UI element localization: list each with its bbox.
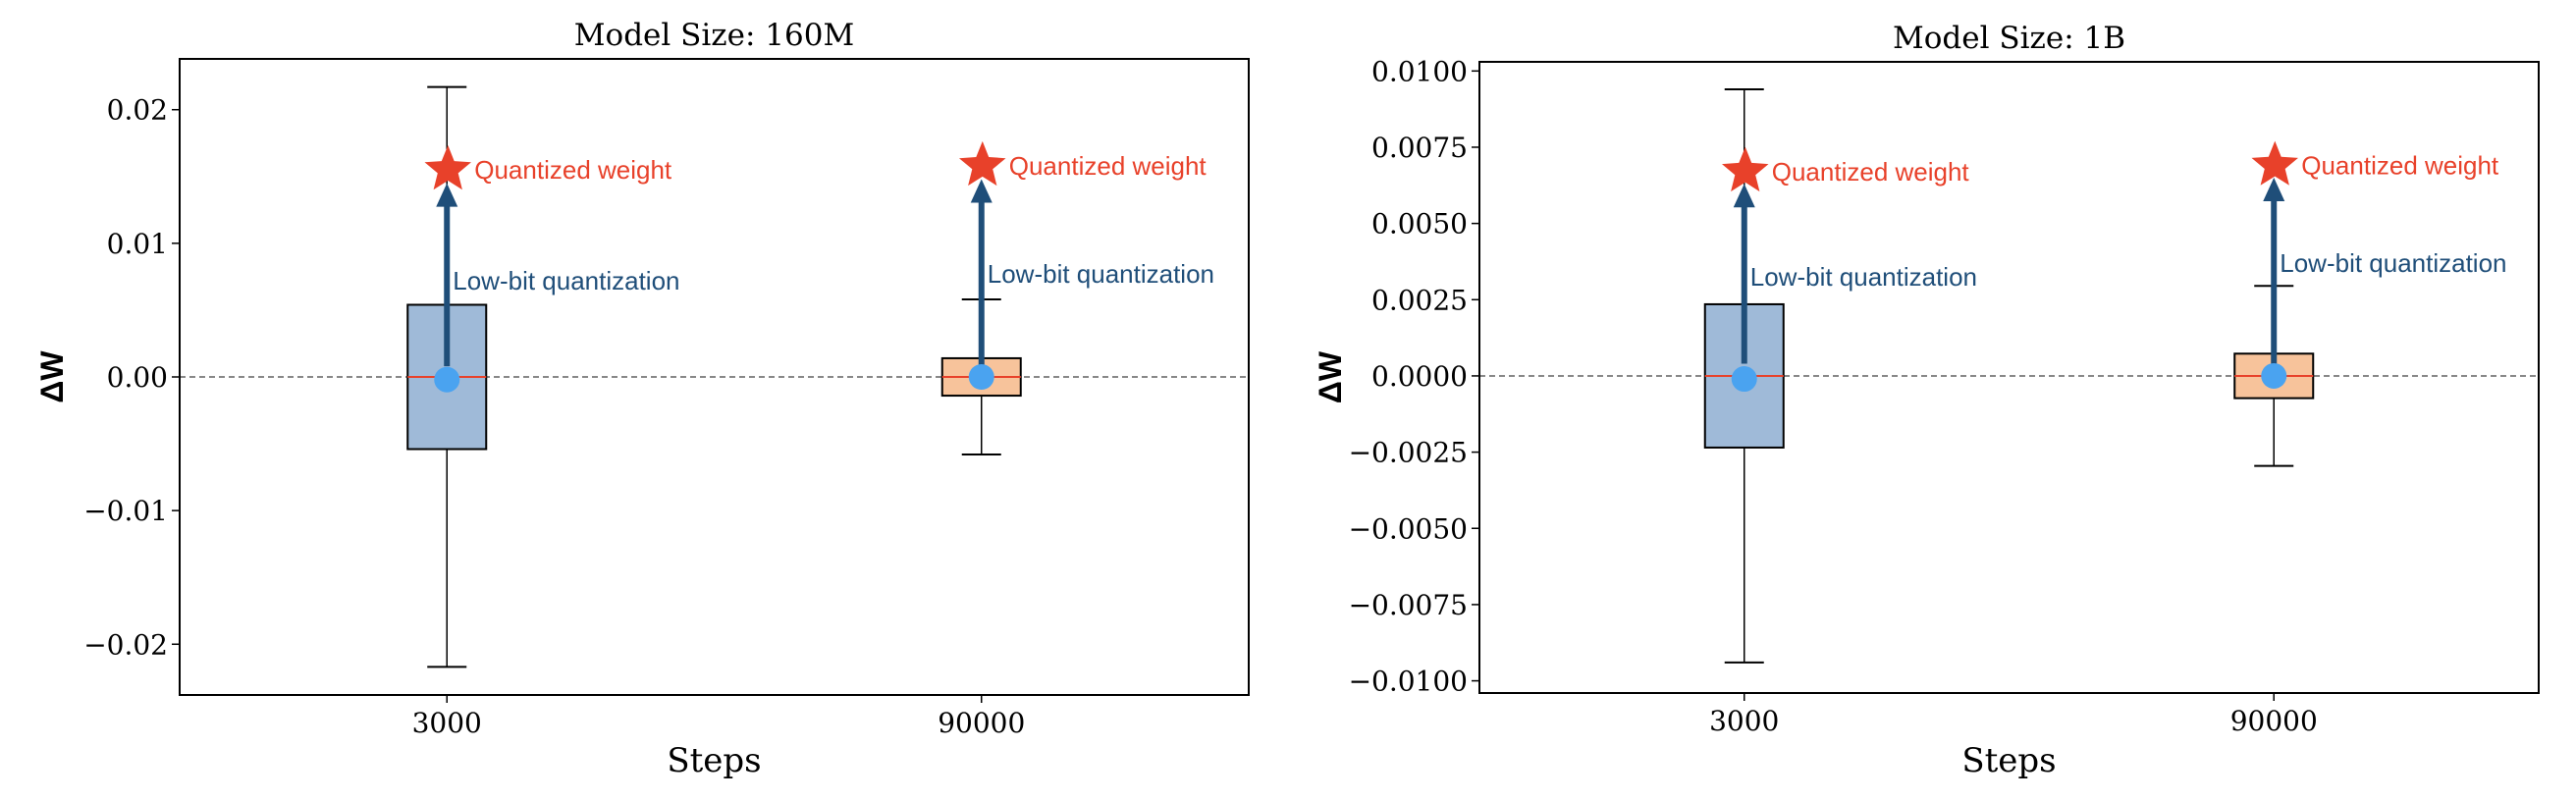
y-tick-label: 0.0075 — [1371, 132, 1468, 164]
y-tick-label: −0.0100 — [1349, 666, 1468, 698]
arrow-head-icon — [436, 183, 458, 207]
y-axis-label: ΔW — [1313, 350, 1348, 403]
star-icon — [1722, 146, 1769, 192]
y-tick-label: 0.01 — [107, 228, 168, 260]
low-bit-quantization-label: Low-bit quantization — [988, 259, 1214, 289]
chart-title: Model Size: 1B — [1893, 21, 2125, 56]
y-axis-label: ΔW — [34, 350, 70, 403]
box-3000: Quantized weight Low-bit quantization — [406, 85, 680, 668]
box-90000: Quantized weight Low-bit quantization — [2233, 140, 2507, 467]
chart-panel-1: Model Size: 1B −0.0100 −0.0075 −0.0050 −0.00… — [1313, 21, 2540, 780]
y-tick-label: 0.0050 — [1371, 208, 1468, 240]
axes-frame — [179, 58, 1250, 696]
arrow-head-icon — [1733, 184, 1755, 208]
x-tick-label: 90000 — [938, 707, 1025, 739]
x-axis-label: Steps — [667, 741, 761, 780]
quantized-weight-label: Quantized weight — [474, 155, 672, 185]
x-tick-label: 3000 — [412, 707, 482, 739]
star-icon — [2251, 140, 2298, 186]
mean-marker — [2261, 362, 2287, 389]
arrow-head-icon — [970, 179, 993, 203]
star-icon — [424, 145, 471, 190]
quantized-weight-label: Quantized weight — [1009, 151, 1208, 181]
y-tick-label: 0.0000 — [1371, 360, 1468, 393]
quantized-weight-label: Quantized weight — [2301, 151, 2499, 181]
arrow-head-icon — [2263, 178, 2285, 202]
y-tick-label: 0.02 — [107, 94, 168, 127]
mean-marker — [1731, 366, 1757, 393]
low-bit-quantization-label: Low-bit quantization — [2280, 248, 2506, 278]
x-tick-label: 90000 — [2230, 705, 2318, 737]
y-tick-label: −0.01 — [83, 495, 168, 527]
low-bit-quantization-label: Low-bit quantization — [1750, 262, 1977, 292]
y-tick-label: −0.0025 — [1349, 437, 1468, 469]
box-90000: Quantized weight Low-bit quantization — [940, 140, 1214, 455]
chart-panel-0: Model Size: 160M −0.02 −0.01 0.00 0.01 0.02 30… — [34, 18, 1250, 780]
mean-marker — [434, 366, 460, 393]
y-tick-label: −0.0075 — [1349, 589, 1468, 621]
y-tick-label: 0.00 — [107, 361, 168, 394]
quantized-weight-label: Quantized weight — [1772, 157, 1970, 187]
low-bit-quantization-label: Low-bit quantization — [453, 266, 679, 295]
star-icon — [959, 140, 1006, 187]
y-tick-label: −0.02 — [83, 628, 168, 661]
y-tick-label: −0.0050 — [1349, 512, 1468, 545]
box-3000: Quantized weight Low-bit quantization — [1703, 87, 1977, 664]
axes-frame — [1478, 61, 2540, 694]
chart-title: Model Size: 160M — [574, 18, 854, 53]
y-tick-label: 0.0100 — [1371, 55, 1468, 87]
x-axis-label: Steps — [1961, 741, 2056, 780]
x-tick-label: 3000 — [1709, 705, 1779, 737]
mean-marker — [968, 364, 994, 390]
y-tick-label: 0.0025 — [1371, 284, 1468, 316]
